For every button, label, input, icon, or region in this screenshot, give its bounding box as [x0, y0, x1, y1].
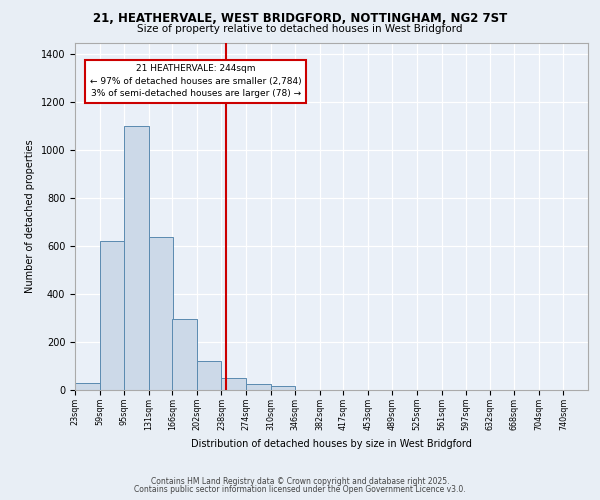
Text: 21 HEATHERVALE: 244sqm
← 97% of detached houses are smaller (2,784)
3% of semi-d: 21 HEATHERVALE: 244sqm ← 97% of detached… [90, 64, 301, 98]
Text: 21, HEATHERVALE, WEST BRIDGFORD, NOTTINGHAM, NG2 7ST: 21, HEATHERVALE, WEST BRIDGFORD, NOTTING… [93, 12, 507, 26]
Bar [124, 126, 149, 390]
Bar [149, 236, 173, 390]
Bar [271, 386, 295, 390]
Y-axis label: Number of detached properties: Number of detached properties [25, 140, 35, 293]
Bar [246, 384, 271, 390]
Bar [221, 378, 246, 390]
Bar [100, 242, 124, 390]
X-axis label: Distribution of detached houses by size in West Bridgford: Distribution of detached houses by size … [191, 438, 472, 448]
Text: Contains public sector information licensed under the Open Government Licence v3: Contains public sector information licen… [134, 485, 466, 494]
Bar [197, 361, 221, 390]
Text: Contains HM Land Registry data © Crown copyright and database right 2025.: Contains HM Land Registry data © Crown c… [151, 477, 449, 486]
Text: Size of property relative to detached houses in West Bridgford: Size of property relative to detached ho… [137, 24, 463, 34]
Bar [172, 320, 197, 390]
Bar [75, 383, 100, 390]
